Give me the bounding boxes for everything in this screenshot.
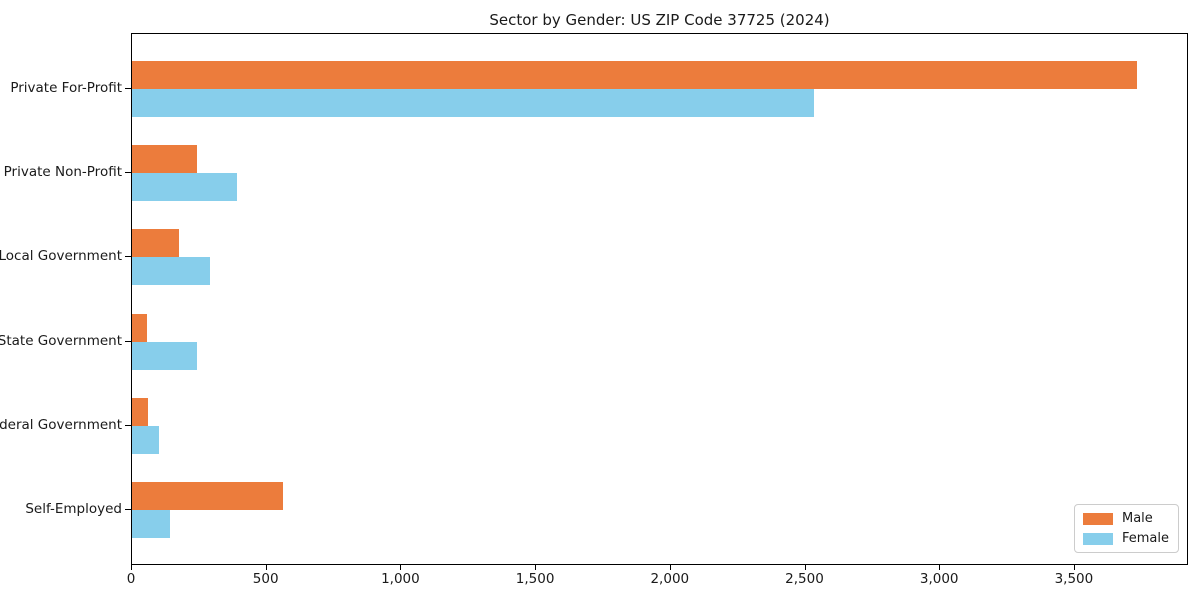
legend-label: Female <box>1121 531 1169 546</box>
bar-male-private-for-profit <box>132 61 1137 89</box>
x-tick-mark <box>131 565 132 570</box>
x-tick-mark <box>265 565 267 570</box>
x-tick-mark <box>535 565 537 570</box>
legend: Male Female <box>1073 504 1179 553</box>
x-tick-mark <box>804 565 806 570</box>
bar-female-private-for-profit <box>132 89 814 117</box>
y-tick-label: Local Government <box>0 248 122 265</box>
y-tick-mark <box>125 424 131 426</box>
bar-male-federal-government <box>132 397 149 426</box>
bar-male-local-government <box>132 229 180 258</box>
x-tick-label: 500 <box>252 571 279 587</box>
bar-female-federal-government <box>132 425 159 454</box>
y-tick-label: Federal Government <box>0 416 122 433</box>
y-tick-mark <box>125 340 131 342</box>
bar-male-private-non-profit <box>132 145 197 174</box>
bar-female-self-employed <box>132 510 170 538</box>
y-tick-mark <box>125 172 131 174</box>
y-tick-label: Private Non-Profit <box>3 164 122 181</box>
x-tick-label: 1,000 <box>381 571 420 587</box>
y-tick-mark <box>125 88 131 89</box>
bar-female-private-non-profit <box>132 173 238 202</box>
plot-area: Male Female <box>131 33 1188 565</box>
x-tick-label: 2,500 <box>785 571 824 587</box>
legend-item-male: Male <box>1082 511 1169 526</box>
x-tick-mark <box>1073 565 1075 570</box>
x-tick-mark <box>400 565 402 570</box>
y-tick-label: Private For-Profit <box>10 80 122 96</box>
x-tick-label: 3,000 <box>919 571 959 587</box>
bar-male-state-government <box>132 313 147 342</box>
y-tick-mark <box>125 509 131 510</box>
y-tick-mark <box>125 256 131 258</box>
x-tick-label: 3,500 <box>1054 571 1094 587</box>
bar-female-local-government <box>132 257 211 286</box>
x-tick-mark <box>669 565 671 570</box>
x-tick-label: 1,500 <box>515 571 555 587</box>
y-tick-label: State Government <box>0 332 122 349</box>
legend-swatch-male <box>1082 512 1113 525</box>
bar-male-self-employed <box>132 482 283 510</box>
x-tick-label: 2,000 <box>650 571 690 587</box>
x-tick-label: 0 <box>126 571 136 587</box>
y-tick-label: Self-Employed <box>25 501 122 517</box>
bar-female-state-government <box>132 341 197 370</box>
legend-item-female: Female <box>1082 531 1169 546</box>
legend-swatch-female <box>1082 532 1113 545</box>
x-tick-mark <box>939 565 941 570</box>
legend-label: Male <box>1121 511 1153 526</box>
chart-title: Sector by Gender: US ZIP Code 37725 (202… <box>489 11 830 29</box>
